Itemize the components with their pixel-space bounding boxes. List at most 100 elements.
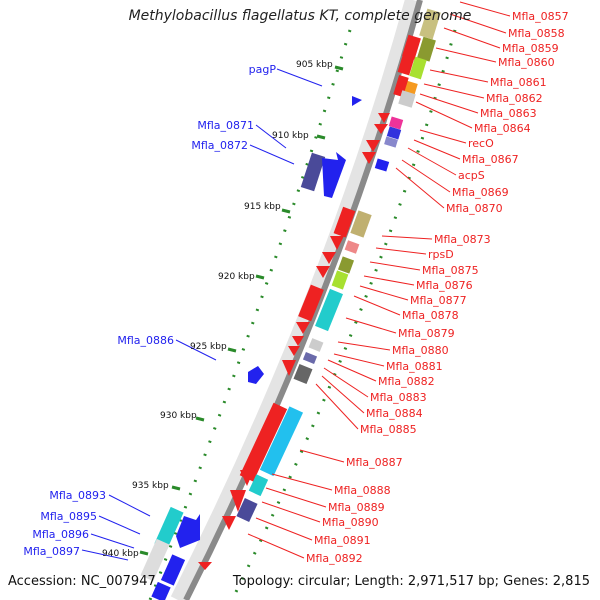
gene-label[interactable]: Mfla_0892 (306, 552, 363, 565)
gene-label[interactable]: Mfla_0860 (498, 56, 555, 69)
gene-feature[interactable] (350, 210, 372, 238)
gene-feature[interactable] (315, 288, 343, 332)
gene-label[interactable]: pagP (249, 63, 277, 76)
gene-feature[interactable] (296, 322, 310, 334)
gene-label[interactable]: Mfla_0885 (360, 423, 417, 436)
topology-text: Topology: circular; Length: 2,971,517 bp… (232, 574, 590, 589)
gene-feature[interactable] (419, 8, 441, 40)
genome-backbone (183, 0, 423, 600)
gene-feature[interactable] (386, 126, 402, 140)
gene-feature[interactable] (198, 562, 212, 570)
gene-label[interactable]: Mfla_0873 (434, 233, 491, 246)
gene-feature[interactable] (393, 74, 409, 98)
gene-feature[interactable] (302, 352, 318, 364)
gene-label[interactable]: Mfla_0889 (328, 501, 385, 514)
gene-label[interactable]: Mfla_0890 (322, 516, 379, 529)
gene-label[interactable]: recO (468, 137, 494, 150)
gene-label[interactable]: Mfla_0875 (422, 264, 479, 277)
tick-label: 915 kbp (244, 202, 281, 212)
gene-label[interactable]: Mfla_0897 (23, 545, 80, 558)
gene-feature[interactable] (344, 240, 360, 254)
left-gene-labels: pagP Mfla_0871 Mfla_0872 Mfla_0886 Mfla_… (23, 63, 276, 558)
gene-feature[interactable] (337, 256, 355, 274)
tick-label: 910 kbp (272, 131, 309, 141)
gene-feature[interactable] (160, 554, 186, 586)
gene-label[interactable]: Mfla_0896 (32, 528, 89, 541)
tick-labels: 905 kbp 910 kbp 915 kbp 920 kbp 925 kbp … (102, 60, 333, 559)
gene-feature[interactable] (333, 206, 356, 238)
gene-feature[interactable] (322, 252, 336, 264)
gene-feature[interactable] (230, 490, 246, 512)
gene-feature[interactable] (288, 346, 300, 356)
gene-label[interactable]: Mfla_0895 (40, 510, 97, 523)
gene-label[interactable]: Mfla_0862 (486, 92, 543, 105)
gene-feature[interactable] (374, 124, 388, 134)
left-leader-lines (81, 68, 323, 561)
gene-label[interactable]: Mfla_0878 (402, 309, 459, 322)
gene-feature[interactable] (140, 538, 170, 582)
gene-label[interactable]: Mfla_0861 (490, 76, 547, 89)
gene-label[interactable]: Mfla_0877 (410, 294, 467, 307)
gene-feature[interactable] (259, 406, 304, 477)
gene-feature[interactable] (352, 96, 362, 106)
gene-feature[interactable] (239, 402, 288, 482)
tick-label: 925 kbp (190, 342, 227, 352)
gene-label[interactable]: Mfla_0871 (197, 119, 254, 132)
gene-label[interactable]: acpS (458, 169, 485, 182)
gene-feature[interactable] (248, 474, 269, 497)
gene-label[interactable]: Mfla_0867 (462, 153, 519, 166)
gene-feature[interactable] (308, 338, 324, 352)
gene-label[interactable]: Mfla_0864 (474, 122, 531, 135)
gene-feature[interactable] (409, 56, 427, 80)
gene-label[interactable]: Mfla_0880 (392, 344, 449, 357)
gene-feature[interactable] (388, 116, 404, 130)
gene-feature[interactable] (236, 497, 258, 523)
gene-label[interactable]: Mfla_0893 (49, 489, 106, 502)
gene-feature[interactable] (222, 516, 236, 530)
gene-label[interactable]: Mfla_0891 (314, 534, 371, 547)
gene-feature[interactable] (331, 270, 349, 290)
genome-title: Methylobacillus flagellatus KT, complete… (128, 8, 472, 24)
gene-feature[interactable] (398, 90, 416, 108)
gene-feature[interactable] (300, 152, 326, 192)
gene-feature[interactable] (298, 284, 324, 322)
gene-feature[interactable] (362, 152, 376, 164)
gene-feature[interactable] (374, 158, 390, 172)
tick-label: 940 kbp (102, 549, 139, 559)
gene-label[interactable]: rpsD (428, 248, 454, 261)
gene-feature[interactable] (316, 266, 330, 278)
gene-label[interactable]: Mfla_0883 (370, 391, 427, 404)
gene-label[interactable]: Mfla_0887 (346, 456, 403, 469)
gene-feature[interactable] (330, 236, 344, 250)
gene-feature[interactable] (240, 470, 254, 486)
gene-label[interactable]: Mfla_0879 (398, 327, 455, 340)
gene-label[interactable]: Mfla_0888 (334, 484, 391, 497)
gene-feature[interactable] (282, 360, 296, 376)
gene-label[interactable]: Mfla_0876 (416, 279, 473, 292)
gene-feature[interactable] (176, 514, 200, 548)
gene-feature[interactable] (292, 336, 304, 346)
gene-label[interactable]: Mfla_0859 (502, 42, 559, 55)
gene-label[interactable]: Mfla_0863 (480, 107, 537, 120)
gene-label[interactable]: Mfla_0884 (366, 407, 423, 420)
gene-feature[interactable] (366, 140, 380, 152)
gene-feature[interactable] (248, 366, 264, 384)
gene-feature[interactable] (378, 113, 390, 123)
gene-label[interactable]: Mfla_0872 (191, 139, 248, 152)
gene-label[interactable]: Mfla_0886 (117, 334, 174, 347)
gene-feature[interactable] (397, 54, 415, 76)
gene-label[interactable]: Mfla_0882 (378, 375, 435, 388)
gene-label[interactable]: Mfla_0857 (512, 10, 569, 23)
gene-label[interactable]: Mfla_0870 (446, 202, 503, 215)
gene-label[interactable]: Mfla_0869 (452, 186, 509, 199)
gene-feature[interactable] (154, 506, 184, 550)
gene-feature[interactable] (293, 363, 313, 385)
gene-feature[interactable] (322, 152, 346, 198)
gene-feature[interactable] (151, 581, 171, 600)
gene-feature[interactable] (417, 36, 436, 62)
gene-label[interactable]: Mfla_0858 (508, 27, 565, 40)
gene-feature[interactable] (402, 34, 421, 60)
gene-label[interactable]: Mfla_0881 (386, 360, 443, 373)
gene-feature[interactable] (384, 136, 398, 148)
